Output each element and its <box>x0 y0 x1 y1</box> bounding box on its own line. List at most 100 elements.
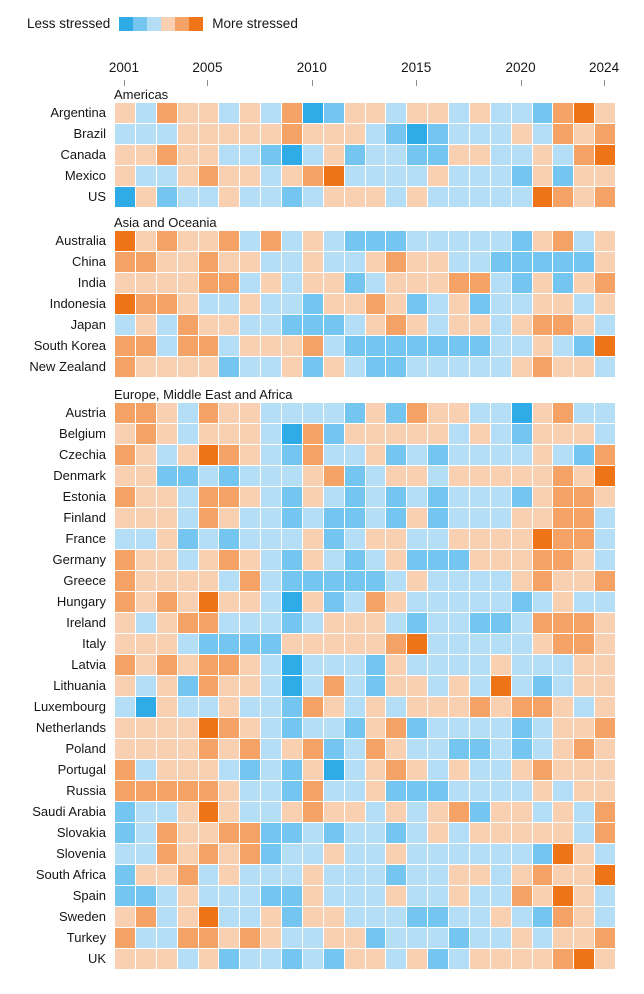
heatmap-cell[interactable] <box>323 550 344 570</box>
heatmap-cell[interactable] <box>198 844 219 864</box>
heatmap-cell[interactable] <box>469 124 490 144</box>
heatmap-cell[interactable] <box>553 781 574 801</box>
heatmap-cell[interactable] <box>428 697 448 717</box>
heatmap-cell[interactable] <box>115 445 135 465</box>
heatmap-cell[interactable] <box>219 592 240 612</box>
heatmap-cell[interactable] <box>261 466 281 486</box>
heatmap-cell[interactable] <box>240 949 261 969</box>
heatmap-cell[interactable] <box>177 697 198 717</box>
heatmap-cell[interactable] <box>219 294 240 314</box>
heatmap-cell[interactable] <box>156 781 177 801</box>
heatmap-cell[interactable] <box>449 424 469 444</box>
heatmap-cell[interactable] <box>198 760 219 780</box>
heatmap-cell[interactable] <box>469 336 490 356</box>
heatmap-cell[interactable] <box>240 252 261 272</box>
heatmap-cell[interactable] <box>574 571 595 591</box>
heatmap-cell[interactable] <box>407 403 428 423</box>
heatmap-cell[interactable] <box>156 697 177 717</box>
heatmap-cell[interactable] <box>595 336 615 356</box>
heatmap-cell[interactable] <box>177 886 198 906</box>
heatmap-cell[interactable] <box>532 231 553 251</box>
heatmap-cell[interactable] <box>490 949 511 969</box>
heatmap-cell[interactable] <box>532 634 553 654</box>
heatmap-cell[interactable] <box>156 529 177 549</box>
heatmap-cell[interactable] <box>115 124 135 144</box>
heatmap-cell[interactable] <box>344 273 365 293</box>
heatmap-cell[interactable] <box>553 103 574 123</box>
heatmap-cell[interactable] <box>428 103 448 123</box>
heatmap-cell[interactable] <box>282 634 302 654</box>
heatmap-cell[interactable] <box>449 273 469 293</box>
heatmap-cell[interactable] <box>115 949 135 969</box>
heatmap-cell[interactable] <box>532 865 553 885</box>
heatmap-cell[interactable] <box>156 445 177 465</box>
heatmap-cell[interactable] <box>115 823 135 843</box>
heatmap-cell[interactable] <box>553 187 574 207</box>
heatmap-cell[interactable] <box>449 760 469 780</box>
heatmap-cell[interactable] <box>511 145 532 165</box>
heatmap-cell[interactable] <box>135 886 156 906</box>
heatmap-cell[interactable] <box>177 802 198 822</box>
heatmap-cell[interactable] <box>386 103 407 123</box>
heatmap-cell[interactable] <box>135 844 156 864</box>
heatmap-cell[interactable] <box>135 103 156 123</box>
heatmap-cell[interactable] <box>449 781 469 801</box>
heatmap-cell[interactable] <box>574 781 595 801</box>
heatmap-cell[interactable] <box>407 949 428 969</box>
heatmap-cell[interactable] <box>261 336 281 356</box>
heatmap-cell[interactable] <box>115 145 135 165</box>
heatmap-cell[interactable] <box>469 252 490 272</box>
heatmap-cell[interactable] <box>323 592 344 612</box>
heatmap-cell[interactable] <box>574 634 595 654</box>
heatmap-cell[interactable] <box>198 697 219 717</box>
heatmap-cell[interactable] <box>449 718 469 738</box>
heatmap-cell[interactable] <box>219 739 240 759</box>
heatmap-cell[interactable] <box>365 907 386 927</box>
heatmap-cell[interactable] <box>574 613 595 633</box>
heatmap-cell[interactable] <box>344 697 365 717</box>
heatmap-cell[interactable] <box>115 187 135 207</box>
heatmap-cell[interactable] <box>490 103 511 123</box>
heatmap-cell[interactable] <box>344 781 365 801</box>
heatmap-cell[interactable] <box>407 655 428 675</box>
heatmap-cell[interactable] <box>595 634 615 654</box>
heatmap-cell[interactable] <box>428 357 448 377</box>
heatmap-cell[interactable] <box>469 529 490 549</box>
heatmap-cell[interactable] <box>532 655 553 675</box>
heatmap-cell[interactable] <box>156 273 177 293</box>
heatmap-cell[interactable] <box>449 145 469 165</box>
heatmap-cell[interactable] <box>156 844 177 864</box>
heatmap-cell[interactable] <box>595 907 615 927</box>
heatmap-cell[interactable] <box>365 166 386 186</box>
heatmap-cell[interactable] <box>449 166 469 186</box>
heatmap-cell[interactable] <box>323 187 344 207</box>
heatmap-cell[interactable] <box>115 739 135 759</box>
heatmap-cell[interactable] <box>449 697 469 717</box>
heatmap-cell[interactable] <box>449 949 469 969</box>
heatmap-cell[interactable] <box>574 231 595 251</box>
heatmap-cell[interactable] <box>323 613 344 633</box>
heatmap-cell[interactable] <box>135 592 156 612</box>
heatmap-cell[interactable] <box>386 655 407 675</box>
heatmap-cell[interactable] <box>344 676 365 696</box>
heatmap-cell[interactable] <box>407 424 428 444</box>
heatmap-cell[interactable] <box>407 886 428 906</box>
heatmap-cell[interactable] <box>302 315 323 335</box>
heatmap-cell[interactable] <box>198 676 219 696</box>
heatmap-cell[interactable] <box>240 676 261 696</box>
heatmap-cell[interactable] <box>115 697 135 717</box>
heatmap-cell[interactable] <box>240 928 261 948</box>
heatmap-cell[interactable] <box>511 739 532 759</box>
heatmap-cell[interactable] <box>261 886 281 906</box>
heatmap-cell[interactable] <box>490 273 511 293</box>
heatmap-cell[interactable] <box>407 508 428 528</box>
heatmap-cell[interactable] <box>449 571 469 591</box>
heatmap-cell[interactable] <box>282 718 302 738</box>
heatmap-cell[interactable] <box>156 357 177 377</box>
heatmap-cell[interactable] <box>490 907 511 927</box>
heatmap-cell[interactable] <box>449 592 469 612</box>
heatmap-cell[interactable] <box>365 865 386 885</box>
heatmap-cell[interactable] <box>240 124 261 144</box>
heatmap-cell[interactable] <box>407 145 428 165</box>
heatmap-cell[interactable] <box>156 103 177 123</box>
